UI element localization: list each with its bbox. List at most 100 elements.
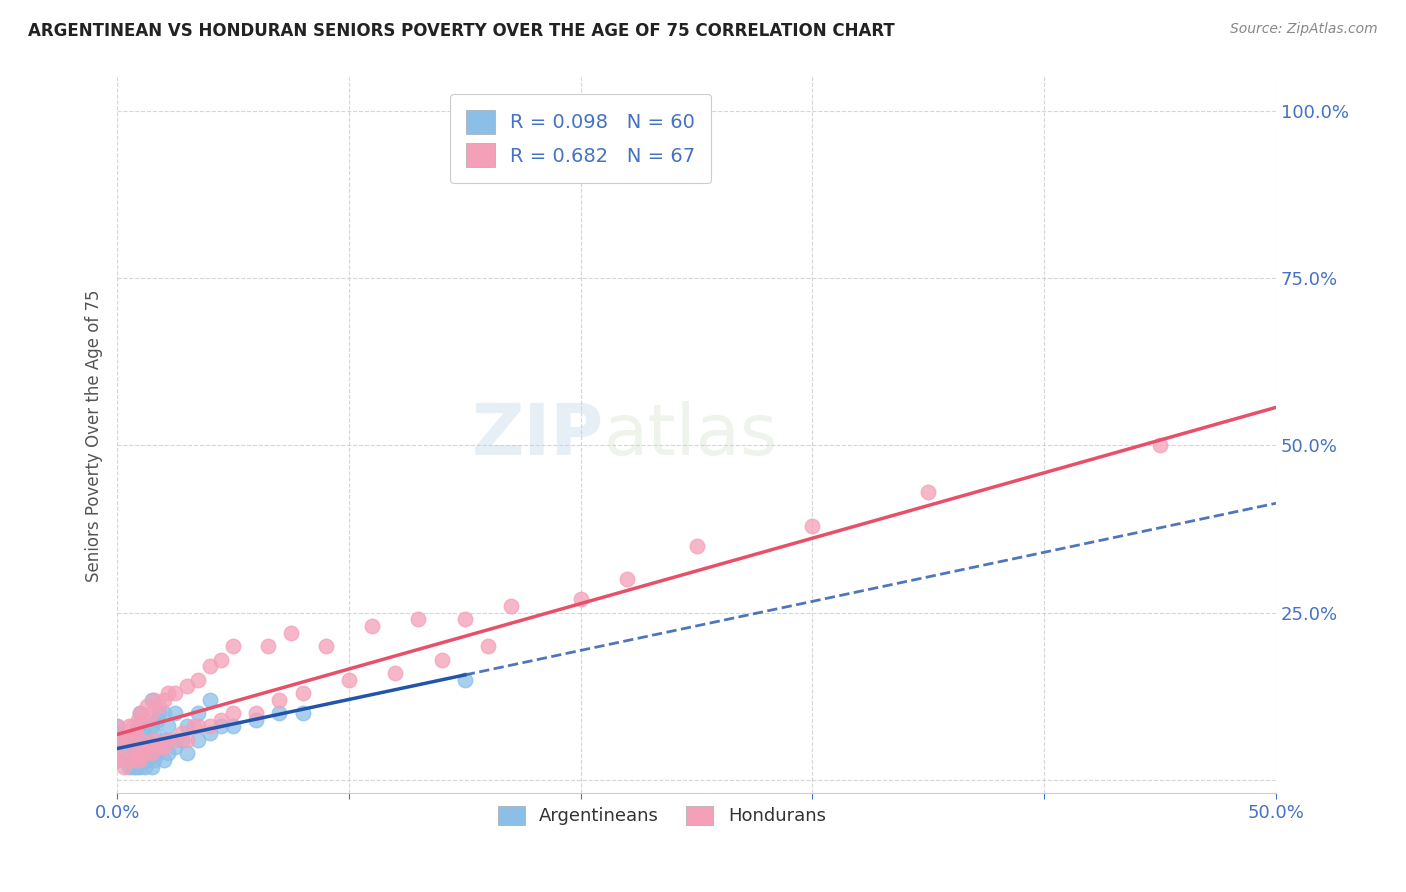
Point bbox=[157, 686, 180, 700]
Point bbox=[315, 639, 337, 653]
Point bbox=[454, 673, 477, 687]
Point bbox=[148, 739, 170, 754]
Point bbox=[122, 753, 145, 767]
Point bbox=[183, 719, 205, 733]
Point bbox=[105, 746, 128, 760]
Point bbox=[616, 572, 638, 586]
Point bbox=[129, 719, 152, 733]
Point bbox=[112, 759, 135, 773]
Point bbox=[211, 719, 233, 733]
Point bbox=[222, 639, 245, 653]
Point bbox=[143, 753, 166, 767]
Point bbox=[477, 639, 499, 653]
Point bbox=[122, 759, 145, 773]
Point bbox=[105, 726, 128, 740]
Point bbox=[269, 706, 291, 720]
Point bbox=[127, 746, 149, 760]
Text: Source: ZipAtlas.com: Source: ZipAtlas.com bbox=[1230, 22, 1378, 37]
Point bbox=[118, 739, 141, 754]
Point bbox=[384, 665, 406, 680]
Point bbox=[122, 719, 145, 733]
Point bbox=[165, 686, 187, 700]
Point bbox=[269, 692, 291, 706]
Point bbox=[152, 739, 174, 754]
Point bbox=[141, 746, 163, 760]
Point bbox=[122, 739, 145, 754]
Point bbox=[105, 732, 128, 747]
Point bbox=[143, 726, 166, 740]
Point bbox=[172, 726, 194, 740]
Point bbox=[129, 739, 152, 754]
Point bbox=[256, 639, 278, 653]
Point bbox=[134, 759, 156, 773]
Point bbox=[134, 746, 156, 760]
Point bbox=[685, 539, 707, 553]
Point bbox=[187, 719, 209, 733]
Point bbox=[118, 759, 141, 773]
Point bbox=[141, 739, 163, 754]
Point bbox=[569, 592, 592, 607]
Point bbox=[129, 753, 152, 767]
Point bbox=[127, 713, 149, 727]
Point bbox=[105, 719, 128, 733]
Point bbox=[172, 732, 194, 747]
Point bbox=[141, 719, 163, 733]
Point bbox=[105, 753, 128, 767]
Point bbox=[198, 692, 221, 706]
Point bbox=[145, 746, 167, 760]
Point bbox=[129, 753, 152, 767]
Point bbox=[136, 753, 159, 767]
Point bbox=[125, 759, 148, 773]
Point bbox=[337, 673, 360, 687]
Point bbox=[125, 726, 148, 740]
Point bbox=[129, 706, 152, 720]
Point bbox=[222, 706, 245, 720]
Point bbox=[129, 732, 152, 747]
Point bbox=[152, 753, 174, 767]
Text: ZIP: ZIP bbox=[471, 401, 603, 470]
Point bbox=[134, 713, 156, 727]
Point bbox=[148, 699, 170, 714]
Point bbox=[145, 713, 167, 727]
Point bbox=[501, 599, 523, 613]
Point bbox=[1149, 438, 1171, 452]
Point bbox=[125, 739, 148, 754]
Point bbox=[136, 739, 159, 754]
Point bbox=[430, 652, 453, 666]
Point bbox=[165, 706, 187, 720]
Point bbox=[143, 732, 166, 747]
Point bbox=[122, 732, 145, 747]
Point bbox=[211, 652, 233, 666]
Point bbox=[361, 619, 384, 633]
Point bbox=[157, 746, 180, 760]
Point bbox=[129, 759, 152, 773]
Point bbox=[129, 706, 152, 720]
Point bbox=[122, 746, 145, 760]
Point bbox=[134, 739, 156, 754]
Point bbox=[187, 673, 209, 687]
Point bbox=[165, 732, 187, 747]
Point bbox=[105, 719, 128, 733]
Point bbox=[187, 706, 209, 720]
Point bbox=[141, 706, 163, 720]
Point bbox=[454, 612, 477, 626]
Point bbox=[291, 706, 314, 720]
Point bbox=[118, 753, 141, 767]
Y-axis label: Seniors Poverty Over the Age of 75: Seniors Poverty Over the Age of 75 bbox=[86, 289, 103, 582]
Point bbox=[127, 719, 149, 733]
Point bbox=[198, 659, 221, 673]
Point bbox=[291, 686, 314, 700]
Point bbox=[801, 518, 824, 533]
Legend: Argentineans, Hondurans: Argentineans, Hondurans bbox=[489, 797, 835, 834]
Point bbox=[222, 719, 245, 733]
Text: ARGENTINEAN VS HONDURAN SENIORS POVERTY OVER THE AGE OF 75 CORRELATION CHART: ARGENTINEAN VS HONDURAN SENIORS POVERTY … bbox=[28, 22, 894, 40]
Point bbox=[141, 692, 163, 706]
Point bbox=[245, 713, 267, 727]
Point bbox=[176, 719, 198, 733]
Point bbox=[143, 692, 166, 706]
Point bbox=[917, 485, 939, 500]
Point bbox=[148, 739, 170, 754]
Point bbox=[187, 732, 209, 747]
Point bbox=[105, 753, 128, 767]
Point bbox=[125, 753, 148, 767]
